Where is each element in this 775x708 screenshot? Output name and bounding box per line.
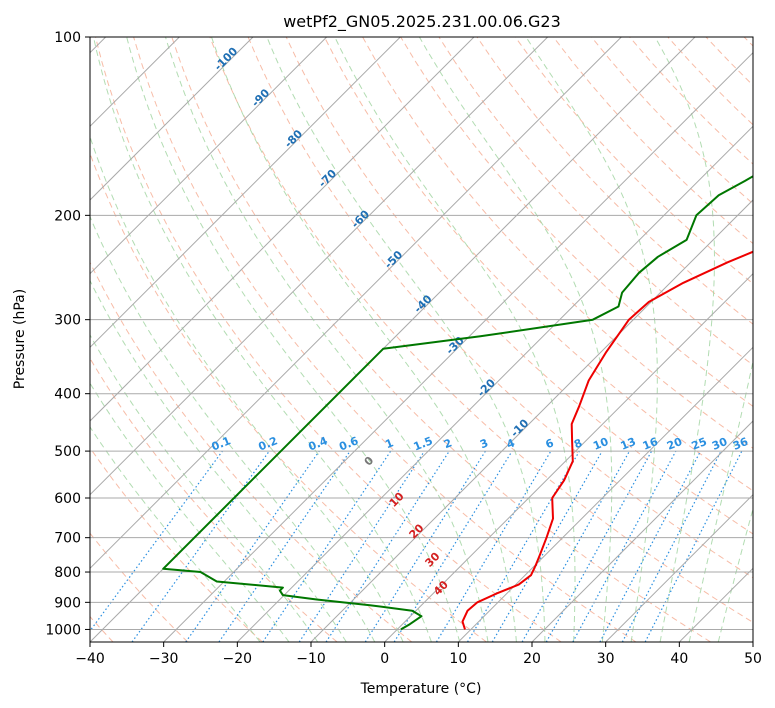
mixing-ratio-label: 10 (591, 435, 610, 453)
dry-adiabat (323, 37, 753, 492)
mixing-ratio-label: 16 (641, 435, 660, 453)
isotherm-line (90, 37, 328, 275)
moist-adiabat (90, 426, 261, 642)
mixing-ratio-line (572, 450, 677, 642)
dry-adiabat (247, 37, 753, 579)
dry-adiabat (95, 37, 562, 642)
y-tick-label: 800 (54, 565, 81, 581)
isotherm-line (90, 37, 549, 496)
mixing-ratio-line (364, 450, 486, 642)
moist-adiabat (266, 37, 546, 642)
moist-adiabat (211, 37, 517, 642)
moist-adiabat (90, 382, 290, 642)
profile-series (162, 175, 753, 631)
mixing-ratio-label: 8 (572, 436, 584, 451)
skewed-isotherms (90, 37, 753, 642)
mixing-ratio-line (218, 450, 351, 642)
moist-adiabat (525, 37, 658, 642)
y-tick-label: 700 (54, 531, 81, 547)
moist-adiabat (93, 37, 432, 642)
x-axis-title: Temperature (°C) (360, 681, 482, 697)
isotherm-line (163, 51, 753, 642)
x-tick-label: −40 (75, 651, 105, 667)
x-tick-label: −10 (296, 651, 326, 667)
y-tick-label: 400 (54, 387, 81, 403)
moist-adiabat (165, 37, 489, 642)
mixing-ratio-line (466, 450, 580, 642)
isotherm-line (531, 420, 753, 642)
x-tick-label: −20 (223, 651, 253, 667)
mixing-ratio-label: 2 (442, 436, 454, 451)
x-tick-label: 40 (670, 651, 688, 667)
y-tick-label: 900 (54, 595, 81, 611)
y-tick-label: 600 (54, 491, 81, 507)
y-tick-label: 100 (54, 30, 81, 46)
plot-frame (89, 36, 754, 643)
dry-adiabat (90, 357, 338, 642)
isotherm-line (310, 199, 753, 642)
dry-adiabat (285, 37, 753, 535)
x-axis: −40 −30 −20 −10 0 10 20 30 40 50 (75, 642, 762, 667)
moist-adiabat (90, 135, 404, 642)
y-tick-label: 200 (54, 208, 81, 224)
mixing-ratio-line (393, 450, 513, 642)
plot-area: -100-90-80-70-60-50-40-30-20-10 0.1 0.2 0.… (90, 37, 753, 642)
moist-adiabat (418, 37, 613, 642)
mixing-ratio-line (325, 450, 450, 642)
temperature-line (461, 250, 753, 630)
dry-adiabat (90, 261, 413, 642)
moist-adiabat (90, 215, 376, 642)
pressure-gridlines (90, 37, 753, 630)
moist-adiabat (654, 37, 716, 642)
isotherm-line (90, 37, 254, 201)
x-tick-label: −30 (149, 651, 179, 667)
moist-adiabat (334, 37, 576, 642)
y-axis-title: Pressure (hPa) (12, 289, 28, 389)
mixing-ratio-line (435, 450, 552, 642)
mixing-ratio-label: 13 (619, 435, 638, 453)
mixing-ratio-line (185, 450, 320, 642)
moist-adiabat (717, 507, 753, 642)
moist-adiabat (90, 334, 319, 642)
y-tick-label: 1000 (45, 622, 81, 638)
isotherm-line (90, 37, 475, 422)
y-tick-label: 300 (54, 313, 81, 329)
mixing-ratio-label: 20 (665, 435, 684, 453)
dry-adiabat (171, 37, 711, 642)
x-tick-label: 50 (744, 651, 762, 667)
isotherm-line (384, 272, 753, 642)
moist-adiabat (126, 37, 461, 642)
x-tick-label: 20 (523, 651, 541, 667)
mixing-ratio-lines (90, 450, 743, 642)
x-tick-label: 0 (380, 651, 389, 667)
mixing-ratio-label: 1 (383, 436, 395, 451)
dry-adiabat (90, 446, 263, 642)
dewpoint-line (162, 175, 753, 631)
y-tick-label: 500 (54, 444, 81, 460)
y-axis: 100 200 300 400 500 600 700 800 900 1000 (45, 30, 90, 638)
mixing-ratio-label: 25 (690, 435, 709, 453)
x-tick-label: 10 (449, 651, 467, 667)
mixing-ratio-label: 3 (478, 436, 490, 451)
moist-adiabats (90, 37, 753, 642)
isotherm-line (90, 37, 622, 570)
chart-title: wetPf2_GN05.2025.231.00.06.G23 (283, 12, 561, 32)
mixing-ratio-label: 30 (710, 435, 729, 453)
x-tick-label: 30 (597, 651, 615, 667)
isotherm-line (457, 346, 753, 642)
isotherm-line (236, 125, 753, 642)
mixing-ratio-line (521, 450, 631, 642)
isotherm-line (90, 37, 401, 349)
mixing-ratio-line (491, 450, 603, 642)
dry-adiabat (514, 37, 753, 285)
isotherm-line (605, 493, 753, 642)
mixing-ratio-label: 36 (731, 435, 750, 453)
moist-adiabat (688, 359, 753, 642)
